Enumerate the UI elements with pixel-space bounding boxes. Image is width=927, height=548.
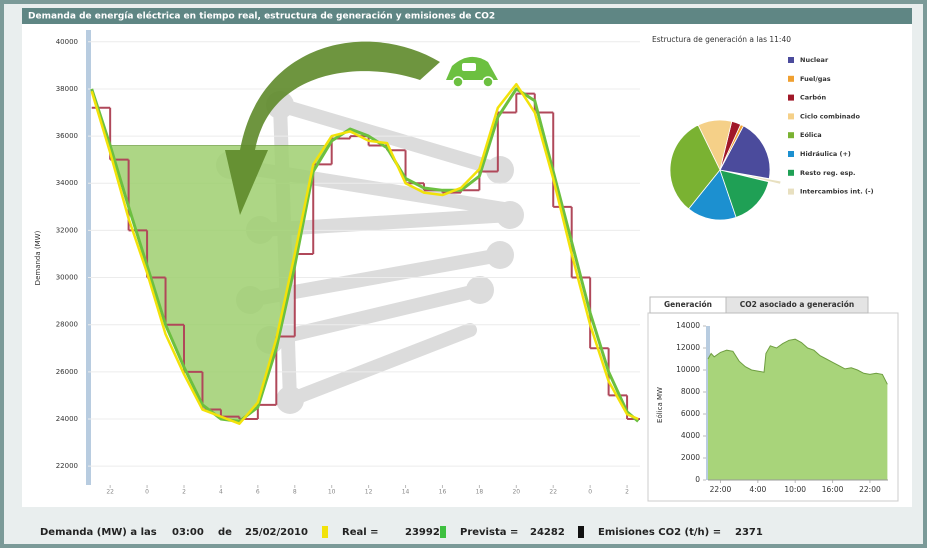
x-tick-label: 0	[588, 489, 592, 496]
x-tick-label: 8	[293, 489, 297, 496]
tab[interactable]	[725, 296, 869, 314]
car-icon	[446, 56, 498, 88]
x-tick-label: 2	[182, 489, 186, 496]
y-tick-label: 38000	[56, 85, 78, 93]
x-tick-label: 22:00	[859, 485, 881, 494]
pie-chart: Nuclear Fuel/gas Carbón Ciclo combinado Eóli…	[669, 56, 874, 221]
legend-label: Carbón	[800, 94, 826, 102]
x-tick-label: 20	[512, 489, 520, 496]
x-tick-label: 22	[106, 489, 114, 496]
legend-swatch	[788, 94, 794, 101]
arrow	[225, 41, 440, 215]
pie-slice	[719, 125, 771, 180]
forecast-swatch	[440, 526, 446, 538]
legend-label: Resto reg. esp.	[800, 169, 856, 177]
legend-label: Fuel/gas	[800, 75, 831, 83]
area-line	[707, 338, 888, 385]
legend-swatch	[788, 188, 794, 195]
x-tick-label: 16	[439, 489, 447, 496]
y-tick-label: 22000	[56, 462, 78, 470]
forecast-label: Prevista =	[460, 527, 518, 538]
area-fill	[708, 339, 888, 480]
legend-label: Eólica	[800, 131, 822, 139]
y-tick-label: 2000	[681, 453, 700, 462]
real-label: Real =	[342, 527, 379, 538]
axis-strip	[86, 30, 91, 485]
status-label: Demanda (MW) a las	[40, 527, 157, 538]
y-tick-label: 34000	[56, 179, 78, 187]
pie-slice	[731, 172, 782, 185]
y-tick-label: 4000	[681, 431, 700, 440]
legend-swatch	[788, 113, 794, 120]
tab-label: CO2 asociado a generación	[740, 300, 854, 309]
title-bar	[22, 8, 912, 24]
status-bar: Demanda (MW) a las 03:00 de 25/02/2010 R…	[22, 519, 912, 543]
y-tick-label: 8000	[681, 387, 700, 396]
status-date: 25/02/2010	[245, 527, 308, 538]
legend-swatch	[788, 57, 794, 63]
pie-slice	[669, 124, 721, 210]
y-tick-label: 28000	[56, 321, 78, 329]
x-tick-label: 10:00	[784, 485, 806, 494]
series-line	[90, 87, 640, 423]
y-tick-label: 26000	[56, 368, 78, 376]
status-of: de	[218, 527, 232, 538]
real-swatch	[322, 526, 328, 538]
legend-label: Hidráulica (+)	[800, 150, 851, 158]
y-tick-label: 40000	[56, 38, 78, 46]
x-tick-label: 6	[256, 489, 260, 496]
y-tick-label: 32000	[56, 226, 78, 234]
y-tick-label: 6000	[681, 409, 700, 418]
legend-swatch	[788, 75, 794, 82]
legend-label: Ciclo combinado	[800, 112, 860, 120]
pie-title: Estructura de generación a las 11:40	[652, 35, 791, 44]
x-tick-label: 4	[219, 489, 223, 496]
legend-swatch	[788, 151, 794, 157]
y-tick-label: 14000	[676, 321, 700, 330]
y-tick-label: 0	[695, 475, 700, 484]
x-tick-label: 18	[476, 489, 484, 496]
status-bg	[22, 519, 912, 543]
y-tick-label: 36000	[56, 132, 78, 140]
y-tick-label: 24000	[56, 415, 78, 423]
x-tick-label: 0	[145, 489, 149, 496]
x-tick-label: 2	[625, 489, 629, 496]
series-line	[90, 82, 639, 425]
legend-label: Nuclear	[800, 56, 829, 64]
x-tick-label: 4:00	[749, 485, 766, 494]
legend-swatch	[788, 169, 794, 176]
co2-swatch	[578, 526, 584, 538]
x-tick-label: 12	[365, 489, 373, 496]
y-tick-label: 30000	[56, 274, 78, 282]
tab-label: Generación	[664, 300, 712, 309]
x-tick-label: 14	[402, 489, 410, 496]
page-title: Demanda de energía eléctrica en tiempo r…	[28, 11, 495, 22]
x-tick-label: 22	[549, 489, 557, 496]
forecast-value: 24282	[530, 527, 565, 538]
status-time: 03:00	[172, 527, 204, 538]
x-tick-label: 22:00	[710, 485, 732, 494]
y-axis-label: Eólica MW	[656, 387, 664, 423]
legend-label: Intercambios int. (-)	[800, 188, 874, 196]
co2-label: Emisiones CO2 (t/h) =	[598, 527, 721, 538]
real-value: 23992	[405, 527, 440, 538]
y-tick-label: 10000	[676, 365, 700, 374]
area-chart: 0 2000 4000 6000 8000 10000 12000 14000 22:00 4:0…	[676, 321, 888, 494]
x-tick-label: 16:00	[822, 485, 844, 494]
pie-slice	[719, 169, 770, 218]
x-tick-label: 10	[328, 489, 336, 496]
co2-value: 2371	[735, 527, 763, 538]
y-axis-label: Demanda (MW)	[34, 230, 42, 285]
y-tick-label: 12000	[676, 343, 700, 352]
legend-swatch	[788, 132, 794, 139]
